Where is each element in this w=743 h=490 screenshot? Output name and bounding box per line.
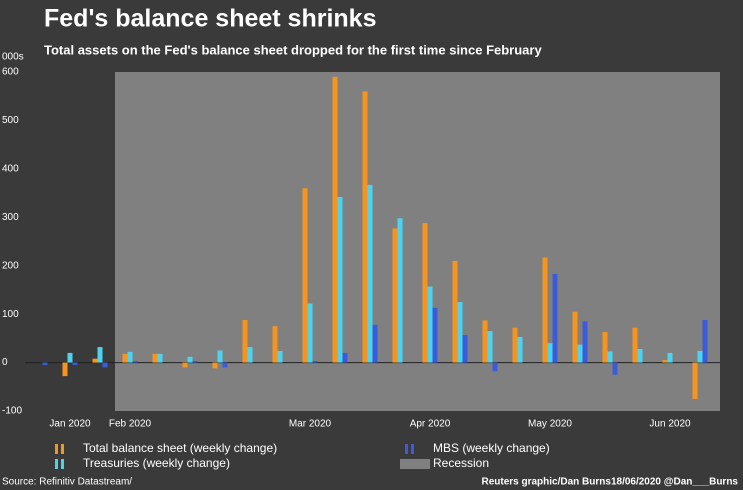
x-tick-label: Mar 2020 (289, 419, 332, 430)
bar (242, 319, 248, 363)
x-tick-label: Jun 2020 (649, 419, 691, 430)
bar (612, 362, 618, 375)
x-tick-label: May 2020 (528, 419, 572, 430)
bar (577, 344, 583, 363)
bar (692, 362, 698, 399)
bar (427, 286, 433, 363)
bar (397, 218, 403, 363)
bar (307, 303, 313, 363)
bar (192, 361, 198, 363)
legend-swatch (55, 444, 58, 454)
legend-swatch (405, 444, 408, 454)
bar (452, 260, 458, 363)
legend-label: Recession (433, 456, 489, 470)
bar (217, 350, 223, 363)
bar (342, 352, 348, 363)
bar (422, 223, 428, 363)
x-tick-label: Jan 2020 (49, 419, 91, 430)
y-tick-label: 400 (2, 163, 19, 174)
bar (607, 351, 613, 363)
y-axis-label: 000s (2, 52, 24, 63)
bar (312, 361, 318, 363)
bar (277, 350, 283, 363)
y-tick-label: -100 (2, 406, 22, 417)
bar (187, 356, 193, 363)
bar (62, 362, 68, 377)
bar (542, 257, 548, 363)
legend-swatch (61, 459, 64, 469)
bar (362, 91, 368, 363)
bar (517, 336, 523, 363)
legend-label: MBS (weekly change) (433, 441, 550, 455)
y-tick-label: 200 (2, 260, 19, 271)
bar (42, 362, 48, 365)
bar (127, 351, 133, 363)
chart-title: Fed's balance sheet shrinks (44, 5, 376, 33)
bar (632, 327, 638, 363)
credit: Reuters graphic/Dan Burns18/06/2020 @Dan… (481, 477, 738, 488)
bar (702, 319, 708, 363)
bar (667, 352, 673, 363)
x-tick-label: Feb 2020 (109, 419, 152, 430)
bar (67, 352, 73, 363)
bar (212, 362, 218, 369)
chart-subtitle: Total assets on the Fed's balance sheet … (44, 42, 542, 57)
bar (582, 321, 588, 363)
bar (697, 350, 703, 363)
y-tick-label: 100 (2, 309, 19, 320)
bar (462, 334, 468, 363)
recession-area (115, 72, 720, 411)
bar (662, 360, 668, 363)
bar (152, 353, 158, 363)
legend-label: Total balance sheet (weekly change) (83, 441, 277, 455)
bar (482, 320, 488, 363)
legend-swatch (61, 444, 64, 454)
bar (367, 184, 373, 363)
bar (512, 327, 518, 363)
bar (157, 353, 163, 363)
y-tick-label: 300 (2, 212, 19, 223)
bar (122, 353, 128, 363)
bar (272, 326, 278, 363)
bar (572, 311, 578, 363)
bar (102, 362, 108, 368)
bar (552, 273, 558, 363)
x-tick-label: Apr 2020 (410, 419, 451, 430)
bar (132, 361, 138, 363)
bar (372, 324, 378, 363)
bar (182, 362, 188, 368)
bar (337, 196, 343, 363)
source: Source: Refinitiv Datastream/ (2, 477, 132, 488)
legend-label: Treasuries (weekly change) (83, 456, 230, 470)
bar (492, 362, 498, 372)
bar (92, 358, 98, 363)
legend-swatch (55, 459, 58, 469)
legend-swatch (411, 444, 414, 454)
bar (302, 188, 308, 363)
bar (602, 332, 608, 363)
y-tick-label: 600 (2, 67, 19, 78)
bar (222, 362, 228, 368)
y-tick-label: 0 (2, 357, 8, 368)
legend-swatch (400, 459, 430, 469)
bar (547, 343, 553, 363)
bar (247, 347, 253, 363)
bar (487, 331, 493, 363)
bar (432, 307, 438, 363)
bar (637, 349, 643, 363)
bar (392, 228, 398, 363)
bar (457, 302, 463, 363)
bar (332, 76, 338, 363)
y-tick-label: 500 (2, 115, 19, 126)
bar (97, 347, 103, 363)
bar (72, 362, 78, 365)
